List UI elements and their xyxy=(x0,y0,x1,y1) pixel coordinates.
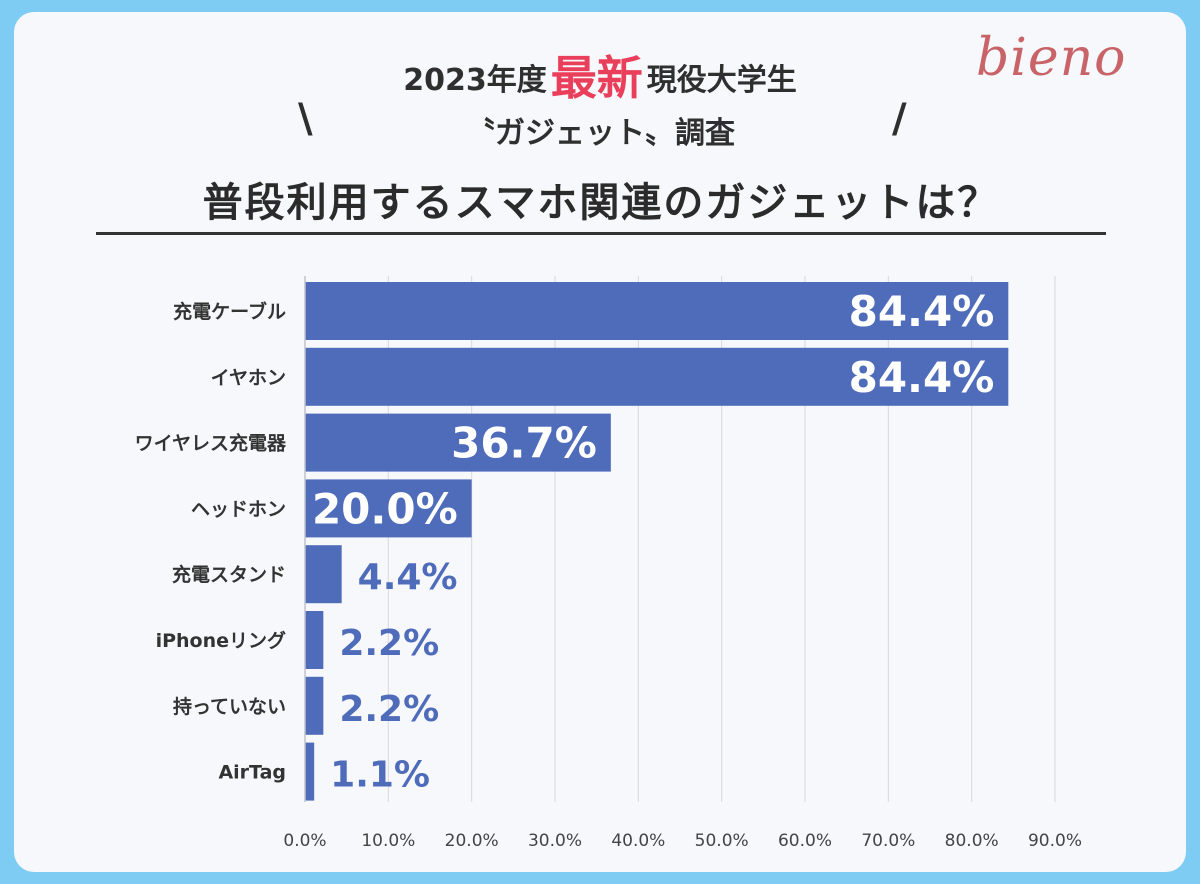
x-tick-label: 70.0% xyxy=(861,831,915,851)
value-label: 20.0% xyxy=(312,484,458,533)
value-label: 84.4% xyxy=(849,287,995,336)
x-tick-label: 60.0% xyxy=(778,831,832,851)
header-line-1: 2023年度最新 現役大学生 xyxy=(0,38,1200,105)
value-label: 84.4% xyxy=(849,353,995,402)
bar xyxy=(305,545,342,604)
x-tick-label: 20.0% xyxy=(445,831,499,851)
category-label: ワイヤレス充電器 xyxy=(135,432,287,455)
year-text: 2023年度 xyxy=(403,63,547,98)
x-tick-label: 80.0% xyxy=(945,831,999,851)
x-tick-label: 0.0% xyxy=(283,831,326,851)
highlight-text: 最新 xyxy=(550,51,643,105)
bar xyxy=(305,347,1009,406)
x-tick-label: 40.0% xyxy=(611,831,665,851)
right-slash-mark: / xyxy=(892,96,907,142)
header-line-2: 〝ガジェット〟調査 xyxy=(465,116,735,151)
bar xyxy=(305,413,611,472)
value-label: 1.1% xyxy=(330,755,430,796)
value-label: 2.2% xyxy=(339,623,439,664)
category-label: イヤホン xyxy=(211,367,286,389)
x-tick-label: 50.0% xyxy=(695,831,749,851)
bar xyxy=(305,282,1009,340)
x-tick-label: 10.0% xyxy=(361,831,415,851)
chart-question-title: 普段利用するスマホ関連のガジェットは？ xyxy=(202,180,1000,226)
bar xyxy=(305,479,472,538)
bar xyxy=(305,742,315,801)
category-label: iPhoneリング xyxy=(156,629,286,652)
value-label: 36.7% xyxy=(451,419,597,468)
bar xyxy=(305,676,324,735)
left-slash-mark: \ xyxy=(298,96,313,142)
category-label: 充電ケーブル xyxy=(173,300,286,323)
value-label: 2.2% xyxy=(339,689,439,730)
category-label: 持っていない xyxy=(173,695,286,718)
category-label: 充電スタンド xyxy=(172,563,286,586)
category-label: ヘッドホン xyxy=(191,498,286,520)
brand-logo: bieno xyxy=(976,28,1127,88)
bar xyxy=(305,611,324,669)
value-label: 4.4% xyxy=(358,557,458,598)
x-tick-label: 90.0% xyxy=(1028,831,1082,851)
title-underline xyxy=(96,232,1106,235)
category-label: AirTag xyxy=(218,762,286,784)
x-tick-label: 30.0% xyxy=(528,831,582,851)
subject-text: 現役大学生 xyxy=(646,63,797,98)
